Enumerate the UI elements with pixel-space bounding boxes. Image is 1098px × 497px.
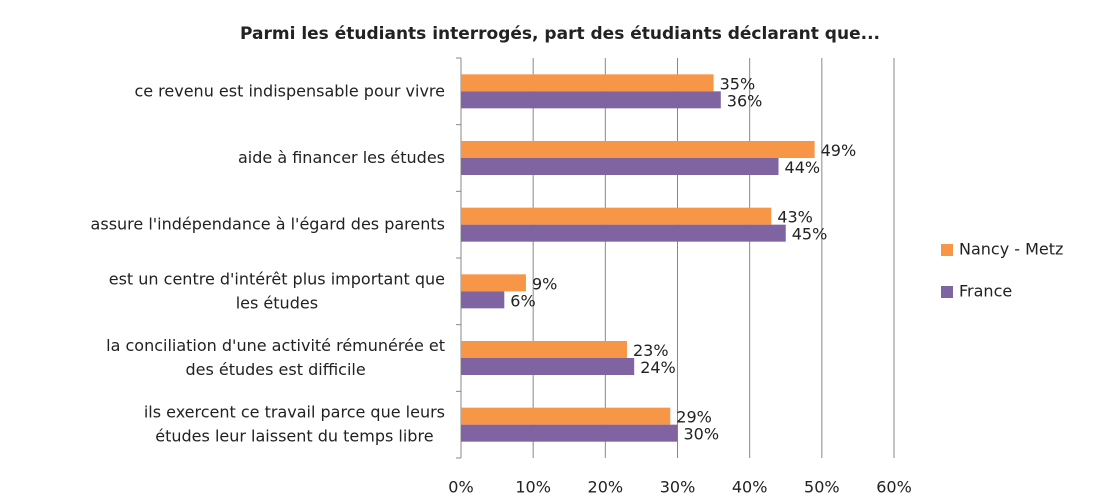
data-label: 44% [785, 158, 821, 177]
data-label: 49% [821, 141, 857, 160]
bar [461, 358, 635, 375]
data-label: 9% [532, 274, 557, 293]
data-label: 43% [777, 208, 813, 227]
bar [461, 341, 627, 358]
x-tick-label: 10% [515, 478, 551, 497]
data-label: 24% [640, 358, 676, 377]
data-label: 23% [633, 341, 669, 360]
legend-swatch [941, 244, 953, 256]
legend-label: France [959, 282, 1012, 301]
bar [461, 74, 714, 92]
bar [461, 207, 772, 225]
data-label: 6% [510, 291, 535, 310]
legend-swatch [941, 286, 953, 298]
bar [461, 274, 526, 292]
data-label: 45% [792, 225, 828, 244]
data-label: 29% [676, 408, 712, 427]
data-label: 30% [684, 425, 720, 444]
bar [461, 291, 505, 309]
bar [461, 158, 779, 175]
bar [461, 407, 671, 425]
legend-label: Nancy - Metz [959, 240, 1063, 259]
y-tick-label: est un centre d'intérêt plus important q… [109, 269, 445, 312]
y-tick-label: assure l'indépendance à l'égard des pare… [91, 214, 445, 233]
y-tick-label: ce revenu est indispensable pour vivre [134, 81, 445, 100]
bar [461, 141, 815, 158]
x-tick-label: 50% [804, 478, 840, 497]
data-label: 35% [720, 74, 756, 93]
y-tick-label: la conciliation d'une activité rémunérée… [106, 336, 445, 379]
bar [461, 224, 786, 242]
bar [461, 424, 678, 442]
x-tick-label: 60% [876, 478, 912, 497]
x-tick-label: 40% [732, 478, 768, 497]
x-tick-label: 0% [448, 478, 473, 497]
data-label: 36% [727, 91, 763, 110]
y-tick-label: ils exercent ce travail parce que leurs é… [144, 402, 445, 445]
y-tick-label: aide à financer les études [238, 148, 445, 167]
bar [461, 91, 721, 109]
x-tick-label: 20% [588, 478, 624, 497]
x-tick-label: 30% [660, 478, 696, 497]
chart-title: Parmi les étudiants interrogés, part des… [240, 24, 880, 44]
